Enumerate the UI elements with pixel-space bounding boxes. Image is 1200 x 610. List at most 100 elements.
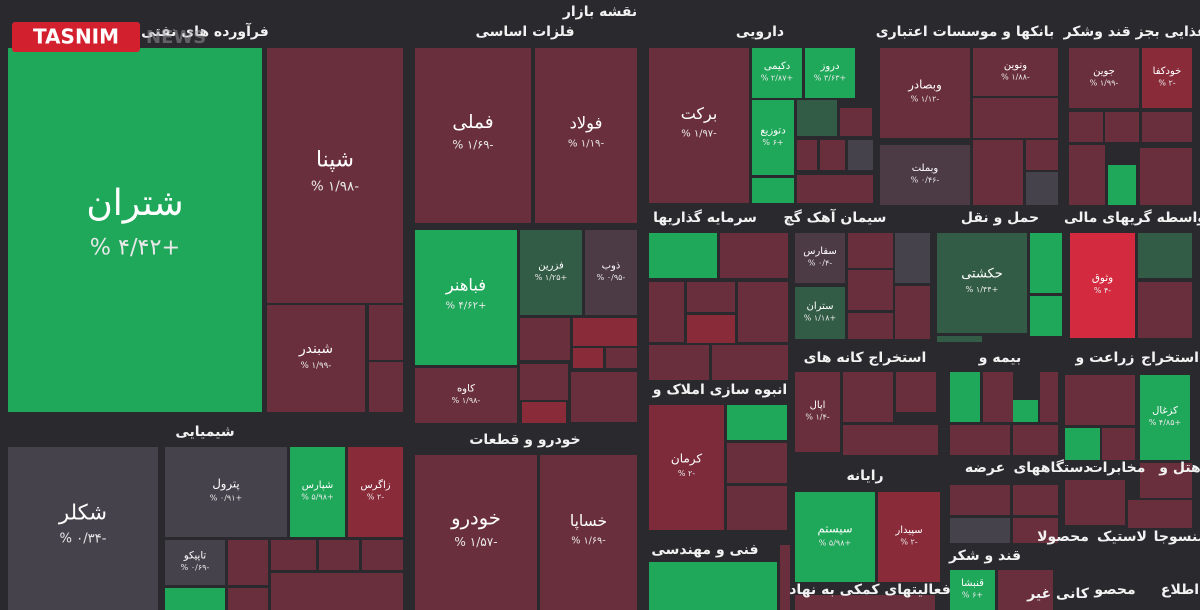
sector-label: لاستیک <box>1097 529 1147 545</box>
tile-change: -۲ % <box>900 538 917 547</box>
tile-small <box>973 140 1023 205</box>
tile <box>649 405 724 530</box>
tile-small <box>1069 145 1105 205</box>
tile-small <box>522 402 566 423</box>
tile <box>752 48 802 98</box>
tile <box>165 447 287 537</box>
tile-name: ستران <box>806 301 833 312</box>
tile-small <box>752 178 794 203</box>
sector-label: زراعت و <box>1075 350 1135 366</box>
sector-label: کانی غیر <box>1026 586 1090 602</box>
tile-small <box>1026 140 1058 170</box>
tile-small <box>520 318 570 360</box>
tile-name: اپال <box>810 400 826 411</box>
sector-label: محصولا <box>1037 529 1089 545</box>
tile-name: تاپیکو <box>183 551 207 562</box>
tile-small <box>319 540 359 570</box>
sector-label: فلزات اساسی <box>475 24 574 40</box>
tile-small <box>362 540 403 570</box>
tile-small <box>840 108 872 136</box>
tile-change: +۴/۴۲ % <box>90 235 180 261</box>
tile <box>752 100 794 175</box>
tile <box>878 492 940 582</box>
tile-name: دتوزیع <box>760 126 785 137</box>
tile-small <box>937 336 982 342</box>
tile <box>795 233 845 283</box>
tile <box>937 233 1027 333</box>
tile-small <box>727 405 787 440</box>
sector-label: دستگاههای <box>1013 459 1090 476</box>
tile-change: -۱/۹۹ % <box>1090 79 1119 88</box>
tile-name: پترول <box>212 476 239 491</box>
tile-small <box>1069 112 1103 142</box>
tile-small <box>573 318 637 346</box>
tile-name: شکلر <box>58 500 107 525</box>
logo: TASNIM NEWS <box>12 22 206 52</box>
tile-name: فملی <box>452 112 493 133</box>
tile <box>880 145 970 205</box>
tile <box>1070 233 1135 338</box>
tile-small <box>369 305 403 360</box>
tile-small <box>271 573 403 610</box>
tile-small <box>720 233 788 278</box>
tile-small <box>1013 400 1038 422</box>
tile-small <box>895 233 930 283</box>
tile <box>290 447 345 537</box>
tile <box>415 48 531 223</box>
tile-name: خساپا <box>570 512 607 531</box>
sector-label: حمل و نقل <box>961 210 1039 226</box>
tile-small <box>1040 372 1058 422</box>
tile-name: شتران <box>86 183 183 224</box>
tile <box>795 372 840 452</box>
tile-name: کزغال <box>1152 406 1178 417</box>
tile <box>805 48 855 98</box>
tile-small <box>1142 112 1192 142</box>
tile-small <box>573 348 603 368</box>
tile-small <box>520 364 568 400</box>
tile-small <box>1102 428 1135 460</box>
sector-label: محصو <box>1093 582 1135 598</box>
tile-small <box>369 362 403 412</box>
tile-small <box>820 140 845 170</box>
tile-small <box>950 372 980 422</box>
sector-label: عرضه <box>965 460 1005 476</box>
tile-name: خودرو <box>450 506 501 529</box>
tile <box>1142 48 1192 108</box>
tile-change: -۰/۳۴ % <box>60 532 107 547</box>
tile-small <box>1030 296 1062 336</box>
tile-small <box>843 425 938 455</box>
tile <box>1140 375 1190 460</box>
sector-label: سیمان آهک گچ <box>784 208 887 226</box>
tile-change: +۳/۶۳ % <box>814 74 846 83</box>
tile-change: -۲ % <box>678 469 695 478</box>
tile-small <box>649 562 777 610</box>
tile-small <box>795 595 935 610</box>
tile <box>267 305 365 412</box>
tile <box>415 230 517 365</box>
tile <box>267 48 403 303</box>
sector-label: واسطه گریهای مالی <box>1064 209 1200 226</box>
tile <box>585 230 637 315</box>
sector-label: بیمه و <box>978 350 1021 366</box>
tile-change: -۱/۸۸ % <box>1001 73 1030 82</box>
sector-label: استخراج <box>1141 350 1199 366</box>
tile-small <box>1065 480 1125 525</box>
tile-change: +۵/۹۸ % <box>301 493 333 502</box>
tile <box>8 48 262 412</box>
tile-change: -۰/۴۶ % <box>911 176 940 185</box>
tile-small <box>797 175 873 203</box>
tile-small <box>1140 463 1192 498</box>
tile-small <box>848 313 893 339</box>
sector-label: مخابرات <box>1089 460 1146 476</box>
tile <box>795 287 845 339</box>
tile-change: -۱/۶۹ % <box>571 535 605 546</box>
sector-label: رایانه <box>846 468 883 484</box>
tile-small <box>228 540 268 585</box>
tile-change: +۵/۹۸ % <box>819 538 851 547</box>
tile-change: -۱/۴ % <box>805 413 829 422</box>
tile-name: قنبشا <box>961 578 984 589</box>
tile-name: شپارس <box>302 480 333 491</box>
logo-box <box>12 22 140 52</box>
map-title: نقشه بازار <box>562 4 637 20</box>
